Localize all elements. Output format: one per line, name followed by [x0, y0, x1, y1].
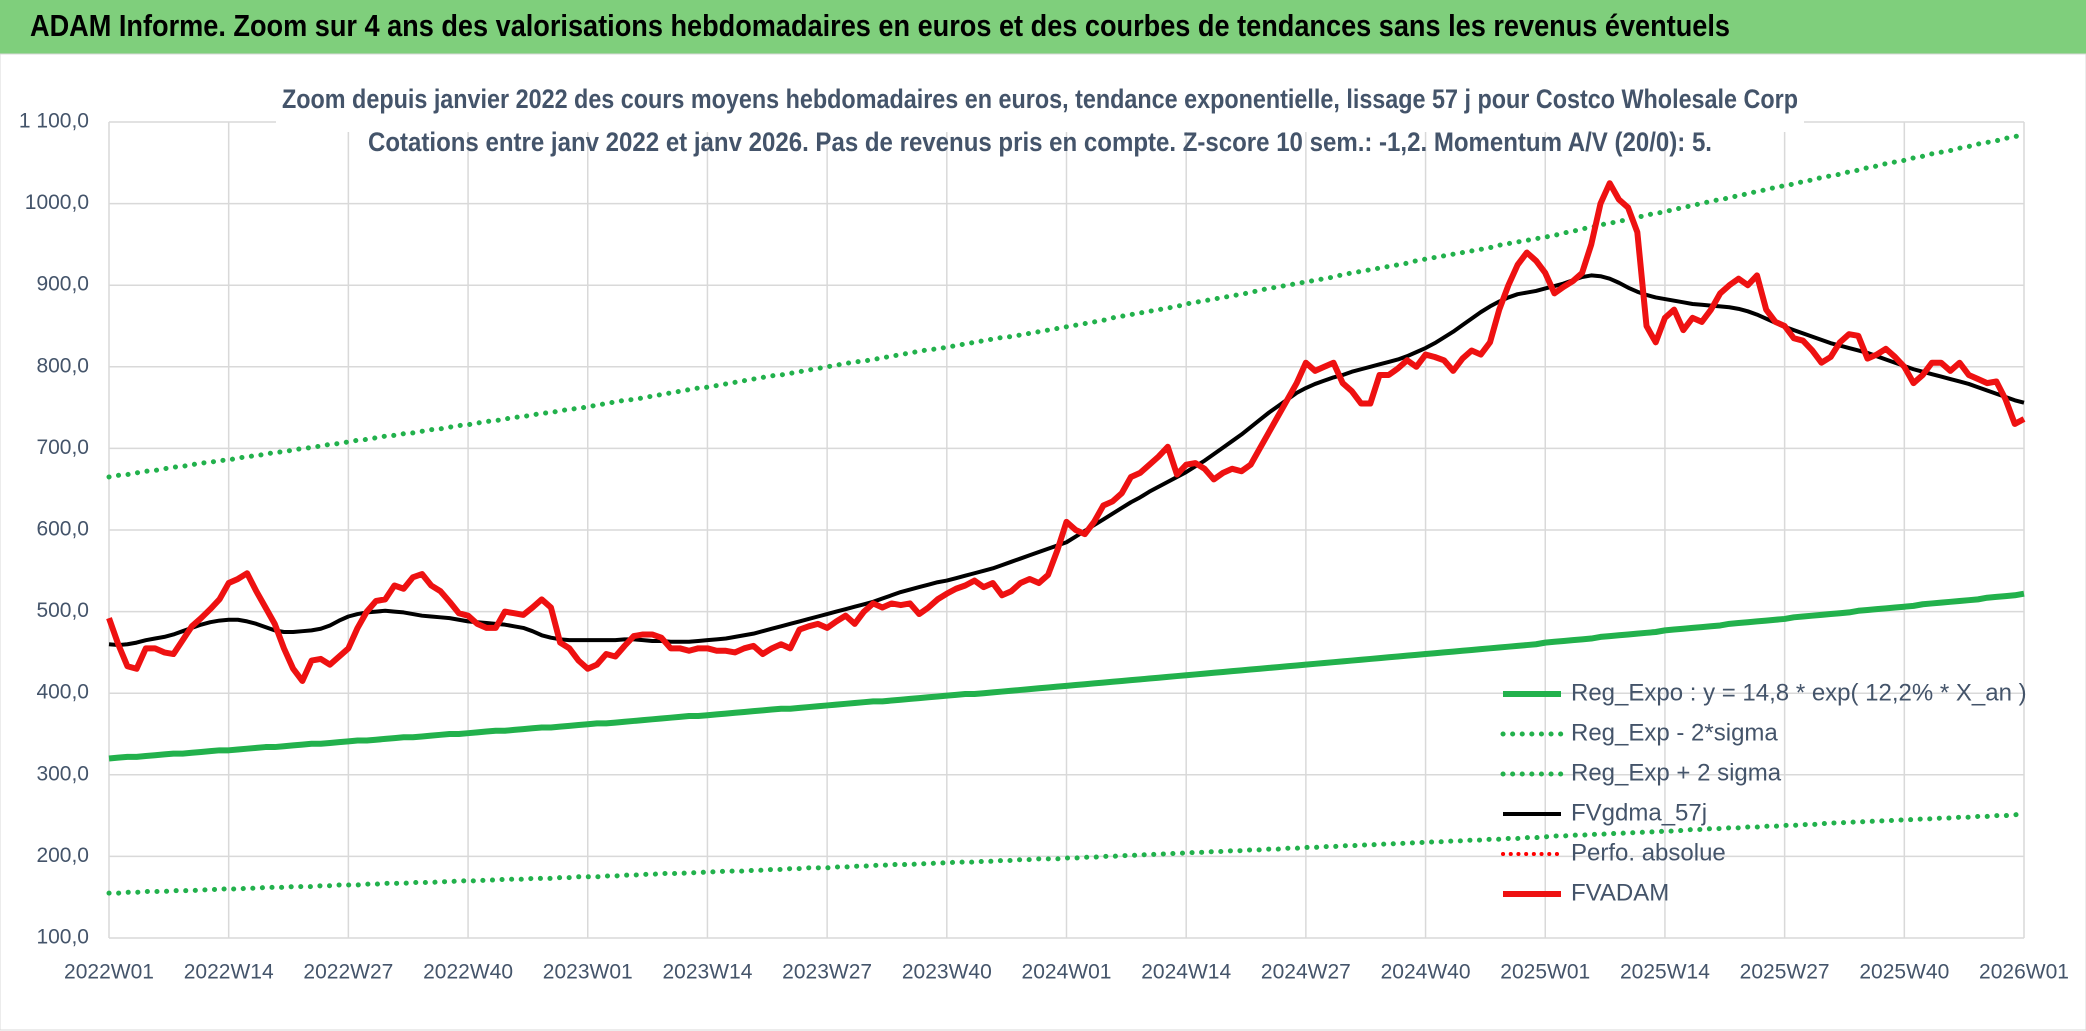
y-tick-label: 1 100,0 [19, 110, 89, 133]
x-tick-label: 2022W14 [184, 961, 274, 984]
x-tick-label: 2023W14 [662, 961, 752, 984]
series-line [106, 131, 2027, 480]
legend-label: FVgdma_57j [1571, 799, 1707, 826]
x-tick-label: 2023W40 [902, 961, 992, 984]
plot-area: 100,0 200,0 300,0 400,0 500,0 600,0 700,0 800,0… [19, 110, 2069, 984]
y-tick-label: 900,0 [36, 273, 89, 296]
y-tick-label: 1000,0 [25, 191, 89, 214]
x-tick-label: 2023W27 [782, 961, 872, 984]
x-tick-label: 2025W14 [1620, 961, 1710, 984]
header-bar [0, 0, 2086, 54]
x-tick-label: 2024W01 [1022, 961, 1112, 984]
y-tick-label: 600,0 [36, 518, 89, 541]
series-line [108, 273, 2025, 648]
y-tick-label: 800,0 [36, 354, 89, 377]
x-tick-label: 2023W01 [543, 961, 633, 984]
x-tick-label: 2025W27 [1740, 961, 1830, 984]
legend-label: Perfo. absolue [1571, 839, 1726, 866]
x-tick-label: 2022W27 [303, 961, 393, 984]
y-tick-label: 100,0 [36, 926, 89, 949]
legend-label: Reg_Exp - 2*sigma [1571, 719, 1778, 746]
x-tick-label: 2022W01 [64, 961, 154, 984]
series-line [106, 180, 2026, 684]
header-title: ADAM Informe. Zoom sur 4 ans des valoris… [30, 8, 1730, 43]
x-tick-label: 2024W40 [1381, 961, 1471, 984]
legend-label: FVADAM [1571, 879, 1669, 906]
x-tick-label: 2024W14 [1141, 961, 1231, 984]
y-tick-label: 700,0 [36, 436, 89, 459]
y-tick-label: 400,0 [36, 681, 89, 704]
chart-subtitle: Cotations entre janv 2022 et janv 2026. … [368, 127, 1712, 157]
y-tick-label: 300,0 [36, 762, 89, 785]
x-tick-label: 2024W27 [1261, 961, 1351, 984]
chart-frame [0, 53, 2086, 1031]
chart-title: Zoom depuis janvier 2022 des cours moyen… [282, 84, 1798, 114]
x-tick-label: 2025W40 [1859, 961, 1949, 984]
legend-label: Reg_Expo : y = 14,8 * exp( 12,2% * X_an … [1571, 679, 2027, 706]
legend-label: Reg_Exp + 2 sigma [1571, 759, 1782, 786]
x-tick-label: 2026W01 [1979, 961, 2069, 984]
y-tick-label: 200,0 [36, 844, 89, 867]
series-line [108, 590, 2025, 762]
x-tick-label: 2025W01 [1500, 961, 1590, 984]
y-tick-label: 500,0 [36, 599, 89, 622]
title-backdrop [276, 80, 1804, 132]
series-line [106, 811, 2027, 896]
x-tick-label: 2022W40 [423, 961, 513, 984]
